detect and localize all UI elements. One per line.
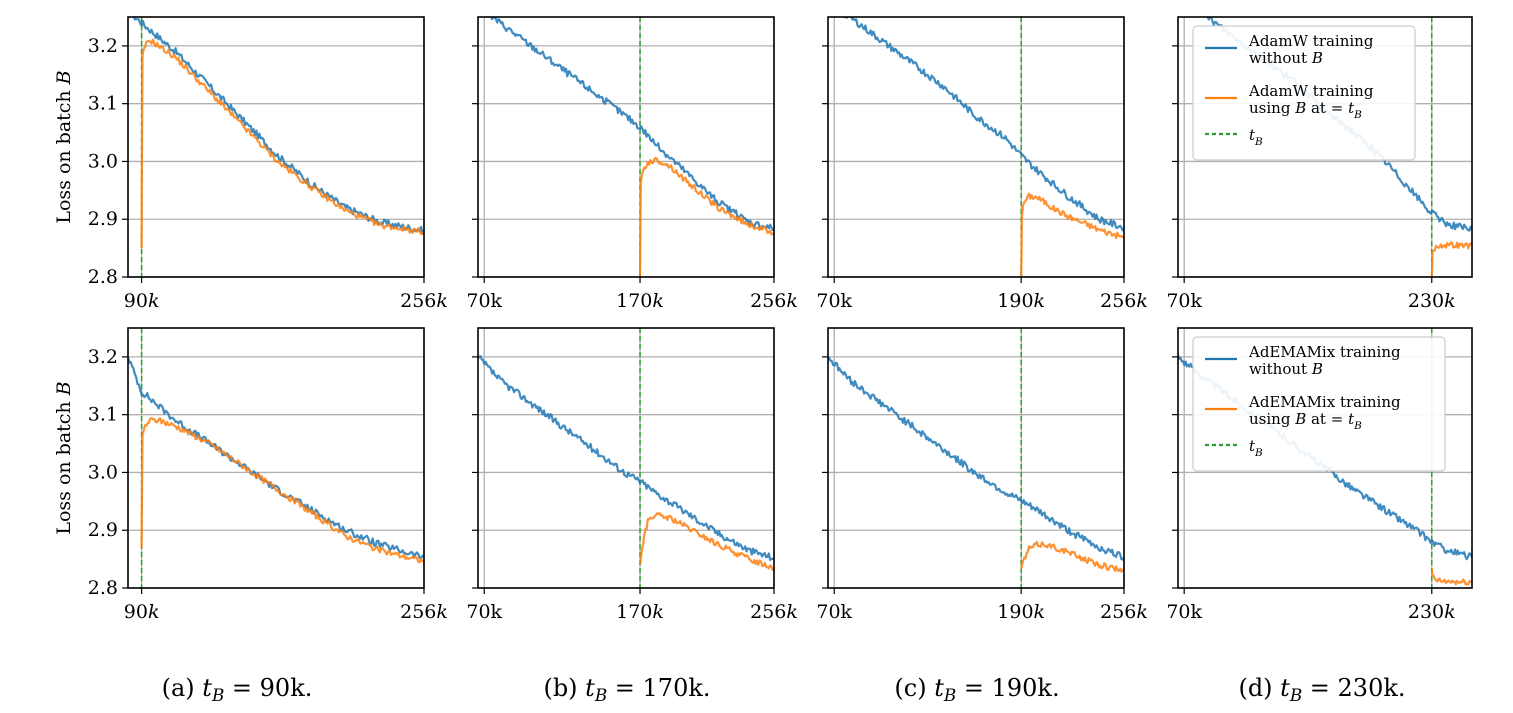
x-tick-label: 230k [1408, 601, 1456, 623]
series-group [487, 17, 774, 277]
panel-ademamix-190k: 70k 190k 256k [816, 327, 1148, 623]
legend-entry-line1: tB​ [1249, 437, 1263, 459]
series-group [828, 328, 1124, 588]
legend-entry-line2: using B at = tB​ [1249, 99, 1362, 121]
x-tick-label: 256k [1100, 601, 1148, 623]
axes-frame [127, 16, 425, 278]
series-with-B [638, 156, 774, 277]
panel-adamw-190k: 70k 190k 256k [816, 16, 1148, 312]
series-with-B [639, 511, 774, 571]
legend-entry-line1: AdEMAMix training [1248, 343, 1401, 361]
series-group [129, 17, 424, 277]
series-with-B [1430, 568, 1472, 586]
caption-a: (a) tB​ = 90k. [162, 674, 313, 705]
axes-frame [827, 16, 1125, 278]
y-tick-label: 3.1 [88, 404, 118, 426]
series-with-B [140, 38, 424, 249]
series-group [843, 17, 1124, 277]
x-tick-label: 256k [750, 601, 798, 623]
y-tick-label: 3.0 [88, 461, 118, 483]
series-without-B [843, 17, 1124, 232]
axes-frame [477, 327, 775, 589]
series-with-B [1020, 540, 1124, 573]
panel-adamw-170k: 70k 170k 256k [466, 16, 798, 312]
x-tick-label: 190k [997, 290, 1045, 312]
legend-entry-line1: AdamW training [1248, 32, 1374, 50]
x-tick-label: 90k [124, 290, 160, 312]
x-tick-label: 70k [1166, 290, 1202, 312]
y-tick-label: 3.2 [88, 35, 118, 57]
series-with-B [140, 417, 424, 564]
x-tick-label: 230k [1408, 290, 1456, 312]
x-tick-label: 256k [400, 290, 448, 312]
series-without-B [478, 354, 774, 561]
series-with-B [1430, 241, 1472, 277]
x-tick-label: 70k [816, 290, 852, 312]
legend-entry-line1: AdamW training [1248, 82, 1374, 100]
axes-frame [477, 16, 775, 278]
panel-adamw-90k: 2.8 2.9 3.0 3.1 3.2 90k 256k Loss on batch B [53, 16, 448, 312]
x-tick-label: 190k [997, 601, 1045, 623]
x-tick-label: 256k [750, 290, 798, 312]
x-tick-label: 256k [1100, 290, 1148, 312]
y-tick-label: 3.0 [88, 150, 118, 172]
x-tick-label: 256k [400, 601, 448, 623]
series-without-B [487, 17, 774, 231]
series-with-B [1020, 192, 1124, 277]
y-tick-label: 2.9 [88, 519, 118, 541]
series-group [128, 328, 424, 588]
axes-frame [827, 327, 1125, 589]
y-tick-label: 3.2 [88, 346, 118, 368]
series-group [478, 328, 774, 588]
legend-entry-line2: using B at = tB​ [1249, 410, 1362, 432]
series-without-B [129, 17, 424, 235]
legend-entry-line1: tB​ [1249, 126, 1263, 148]
series-without-B [128, 356, 424, 560]
legend-entry-line2: without B [1249, 49, 1323, 67]
panel-ademamix-90k: 2.8 2.9 3.0 3.1 3.2 90k 256k Loss on batch B [53, 327, 448, 623]
caption-d: (d) tB​ = 230k. [1238, 674, 1405, 705]
y-axis-label: Loss on batch B [53, 381, 75, 534]
y-tick-label: 2.8 [88, 266, 118, 288]
x-tick-label: 70k [1166, 601, 1202, 623]
axes-frame [1177, 327, 1473, 589]
legend-box [1192, 25, 1416, 161]
x-tick-label: 90k [124, 601, 160, 623]
y-axis-label: Loss on batch B [53, 70, 75, 223]
x-tick-label: 170k [616, 290, 664, 312]
legend-entry-line2: without B [1249, 360, 1323, 378]
y-tick-label: 3.1 [88, 93, 118, 115]
caption-c: (c) tB​ = 190k. [894, 674, 1059, 705]
x-tick-label: 170k [616, 601, 664, 623]
series-without-B [828, 357, 1124, 561]
x-tick-label: 70k [466, 290, 502, 312]
legend-entry-line1: AdEMAMix training [1248, 393, 1401, 411]
axes-frame [1177, 16, 1473, 278]
axes-frame [127, 327, 425, 589]
x-tick-label: 70k [816, 601, 852, 623]
y-tick-label: 2.8 [88, 577, 118, 599]
y-tick-label: 2.9 [88, 208, 118, 230]
panel-ademamix-170k: 70k 170k 256k [466, 327, 798, 623]
x-tick-label: 70k [466, 601, 502, 623]
caption-b: (b) tB​ = 170k. [543, 674, 710, 705]
legend-box [1192, 336, 1446, 472]
